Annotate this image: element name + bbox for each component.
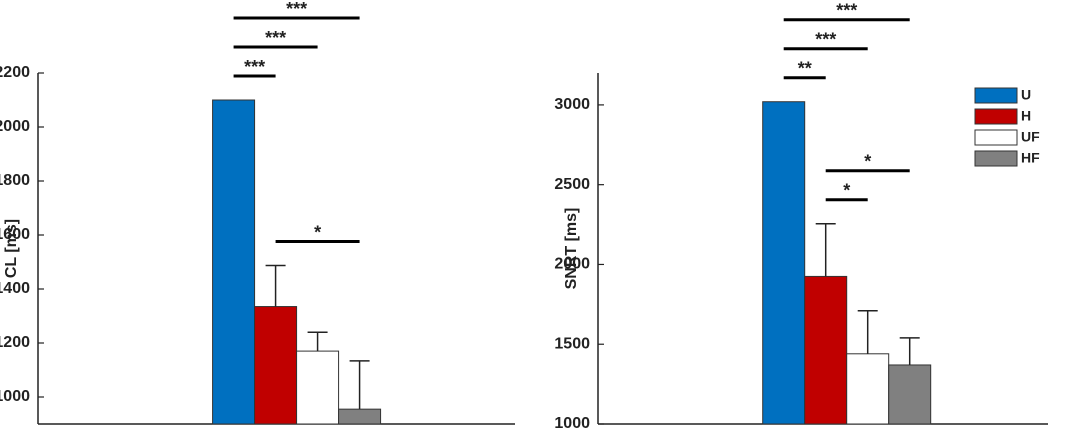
bar bbox=[296, 350, 340, 425]
significance-label: * bbox=[843, 181, 850, 201]
legend-label: UF bbox=[1021, 129, 1040, 145]
significance-label: *** bbox=[836, 0, 857, 20]
significance-label: *** bbox=[244, 57, 265, 77]
significance-label: *** bbox=[815, 29, 836, 49]
legend-swatch bbox=[974, 108, 1018, 125]
y-axis-label: SNRT [ms] bbox=[563, 208, 580, 290]
y-axis-label: CL [ms] bbox=[3, 219, 20, 278]
significance-label: * bbox=[864, 152, 871, 172]
significance-label: ** bbox=[798, 58, 812, 78]
bar bbox=[254, 306, 298, 425]
y-tick-label: 1000 bbox=[0, 388, 30, 405]
legend-swatch bbox=[974, 150, 1018, 167]
legend-label: U bbox=[1021, 87, 1031, 103]
y-tick-label: 1500 bbox=[554, 335, 590, 352]
legend-label: HF bbox=[1021, 150, 1040, 166]
y-tick-label: 2200 bbox=[0, 64, 30, 81]
y-tick-label: 2000 bbox=[0, 118, 30, 135]
y-tick-label: 2500 bbox=[554, 176, 590, 193]
legend-label: H bbox=[1021, 108, 1031, 124]
significance-label: *** bbox=[265, 28, 286, 48]
legend-swatch bbox=[974, 129, 1018, 146]
y-tick-label: 1000 bbox=[554, 415, 590, 432]
y-tick-label: 1600 bbox=[0, 226, 30, 243]
bar bbox=[762, 101, 806, 425]
bar bbox=[804, 275, 848, 425]
legend-swatch bbox=[974, 87, 1018, 104]
y-tick-label: 1800 bbox=[0, 172, 30, 189]
y-tick-label: 3000 bbox=[554, 96, 590, 113]
y-tick-label: 2000 bbox=[554, 256, 590, 273]
significance-label: *** bbox=[286, 0, 307, 19]
y-tick-label: 1400 bbox=[0, 280, 30, 297]
y-tick-label: 1200 bbox=[0, 334, 30, 351]
bar bbox=[212, 99, 256, 425]
bar bbox=[338, 408, 382, 425]
significance-label: * bbox=[314, 222, 321, 242]
bar bbox=[888, 364, 932, 425]
bar bbox=[846, 353, 890, 425]
